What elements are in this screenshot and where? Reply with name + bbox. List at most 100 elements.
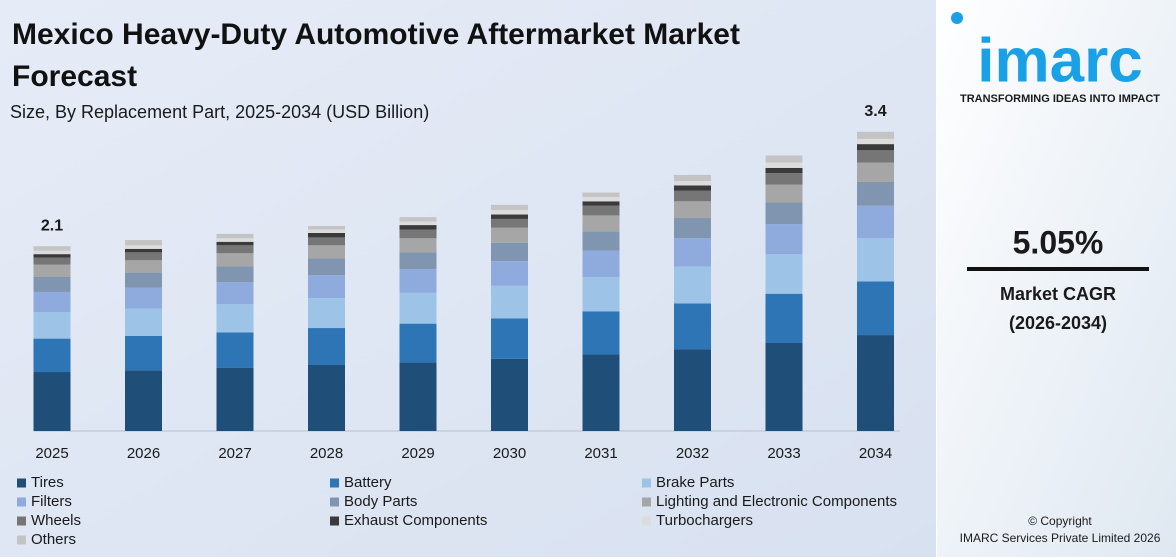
bar-segment xyxy=(399,238,437,253)
bar-segment xyxy=(216,253,254,267)
bar-segment xyxy=(857,205,894,239)
bar-segment xyxy=(674,190,711,202)
bar-segment xyxy=(857,150,894,163)
bar-segment xyxy=(33,250,71,255)
bar-segment xyxy=(33,291,71,313)
bar-segment xyxy=(216,233,254,239)
bar-segment xyxy=(765,173,803,185)
total-label: 2.1 xyxy=(41,217,63,234)
legend-label: Exhaust Components xyxy=(344,512,487,529)
legend-label: Filters xyxy=(31,493,72,510)
bar-segment xyxy=(674,201,711,219)
bar-segment xyxy=(491,318,528,359)
chart-title: Mexico Heavy-Duty Automotive Aftermarket… xyxy=(12,18,740,93)
legend-swatch xyxy=(642,516,651,526)
bar-segment xyxy=(491,358,528,431)
legend-swatch xyxy=(17,535,26,545)
bar-segment xyxy=(582,250,620,277)
bar-segment xyxy=(125,370,162,431)
bar-segment xyxy=(491,261,528,286)
x-tick-label: 2029 xyxy=(401,445,434,462)
bar-segment xyxy=(582,354,620,431)
bar-segment xyxy=(33,312,71,339)
sidebar-background xyxy=(937,0,1176,557)
bar-segment xyxy=(857,131,894,139)
bar-segment xyxy=(125,335,162,371)
legend-label: Battery xyxy=(344,474,392,491)
bar-segment xyxy=(399,252,437,270)
bar-segment xyxy=(399,269,437,293)
bar-segment xyxy=(125,260,162,273)
logo: imarc xyxy=(977,26,1142,95)
legend-swatch xyxy=(642,497,651,507)
bar-segment xyxy=(765,202,803,225)
bar-segment xyxy=(582,201,620,206)
bar-segment xyxy=(399,225,437,230)
bar-segment xyxy=(125,272,162,288)
bar-segment xyxy=(125,240,162,246)
bar-segment xyxy=(582,215,620,232)
bar-segment xyxy=(216,332,254,368)
x-tick-label: 2030 xyxy=(493,445,526,462)
bar-segment xyxy=(33,254,71,258)
x-tick-label: 2027 xyxy=(218,445,251,462)
bar-segment xyxy=(125,308,162,336)
cagr-value: 5.05% xyxy=(1013,224,1104,260)
legend-swatch xyxy=(17,516,26,526)
bar-segment xyxy=(857,181,894,206)
bar-segment xyxy=(674,303,711,350)
bar-segment xyxy=(674,238,711,267)
bar-segment xyxy=(582,311,620,355)
bar-segment xyxy=(308,245,345,259)
bar-segment xyxy=(308,258,345,276)
legend-swatch xyxy=(330,497,339,507)
bar-segment xyxy=(216,241,254,246)
bar-segment xyxy=(765,224,803,255)
bar-segment xyxy=(491,227,528,243)
bar-segment xyxy=(765,184,803,203)
bar-segment xyxy=(674,185,711,191)
bar-segment xyxy=(582,205,620,216)
legend-label: Others xyxy=(31,531,76,548)
cagr-label: Market CAGR xyxy=(1000,284,1116,304)
legend-swatch xyxy=(330,478,339,488)
bar-segment xyxy=(491,218,528,228)
bar-segment xyxy=(582,231,620,251)
bar-segment xyxy=(857,144,894,151)
cagr-rule xyxy=(967,267,1149,271)
bar-segment xyxy=(308,225,345,230)
bar-segment xyxy=(33,246,71,251)
bar-segment xyxy=(216,367,254,431)
bar-segment xyxy=(491,214,528,219)
total-label: 3.4 xyxy=(864,103,886,120)
bar-segment xyxy=(308,237,345,246)
legend-swatch xyxy=(17,478,26,488)
chart-subtitle: Size, By Replacement Part, 2025-2034 (US… xyxy=(10,102,429,122)
x-tick-label: 2033 xyxy=(767,445,800,462)
copyright: © Copyright xyxy=(1028,514,1092,528)
bar-segment xyxy=(33,277,71,292)
bar-segment xyxy=(857,138,894,145)
bar-segment xyxy=(674,266,711,304)
bar-segment xyxy=(399,362,437,431)
bar-segment xyxy=(308,233,345,238)
legend-label: Tires xyxy=(31,474,64,491)
legend-label: Brake Parts xyxy=(656,474,734,491)
legend-label: Turbochargers xyxy=(656,512,753,529)
legend-swatch xyxy=(330,516,339,526)
legend-swatch xyxy=(17,497,26,507)
company: IMARC Services Private Limited 2026 xyxy=(960,531,1161,545)
x-tick-label: 2026 xyxy=(127,445,160,462)
bar-segment xyxy=(582,192,620,197)
bar-segment xyxy=(399,292,437,324)
bar-segment xyxy=(765,293,803,343)
x-tick-label: 2032 xyxy=(676,445,709,462)
bar-segment xyxy=(765,162,803,168)
bar-segment xyxy=(491,285,528,319)
bar-segment xyxy=(125,248,162,253)
bar-segment xyxy=(857,238,894,282)
bar-segment xyxy=(399,217,437,222)
bar-segment xyxy=(765,254,803,294)
x-tick-label: 2031 xyxy=(584,445,617,462)
